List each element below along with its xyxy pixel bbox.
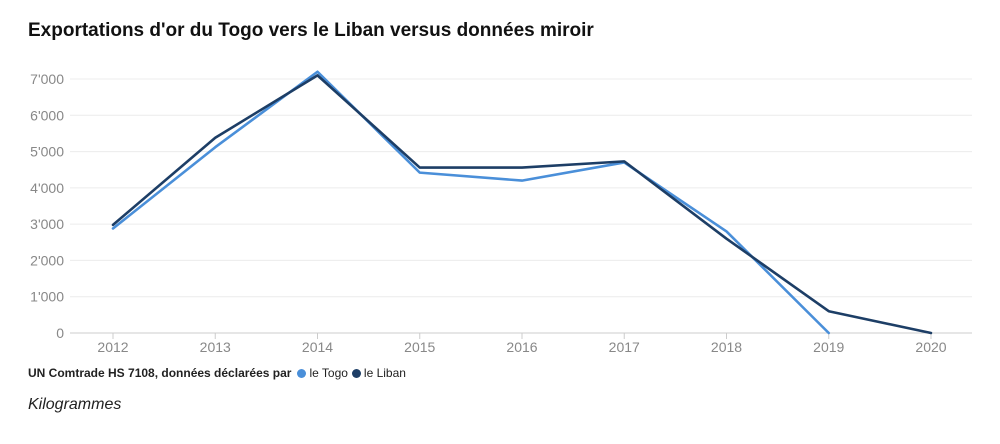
x-tick-label: 2018 [711,339,742,355]
legend-label-togo: le Togo [309,366,348,380]
legend-item-liban[interactable]: le Liban [351,366,406,380]
unit-note: Kilogrammes [28,396,122,413]
y-tick-label: 7'000 [30,71,64,87]
x-tick-label: 2016 [506,339,537,355]
legend-source-label: UN Comtrade HS 7108, données déclarées p… [28,366,292,380]
y-tick-label: 5'000 [30,144,64,160]
x-axis-ticks: 2012 2013 2014 2015 2016 2017 2018 2019 2020 [97,333,947,355]
y-axis-ticks: 0 1'000 2'000 3'000 4'000 5'000 6'000 7'000 [30,71,64,341]
y-tick-label: 1'000 [30,289,64,305]
y-tick-label: 4'000 [30,180,64,196]
x-tick-label: 2019 [813,339,844,355]
legend-label-liban: le Liban [363,366,406,380]
legend: UN Comtrade HS 7108, données déclarées p… [28,366,410,380]
y-tick-label: 6'000 [30,107,64,123]
series-line-togo[interactable] [111,70,831,335]
chart-title: Exportations d'or du Togo vers le Liban … [28,20,594,41]
x-tick-label: 2015 [404,339,435,355]
series-lines [111,70,933,335]
series-line-liban[interactable] [111,74,933,335]
legend-item-togo[interactable]: le Togo [297,366,348,380]
gridlines [70,78,972,334]
x-tick-label: 2013 [200,339,231,355]
x-tick-label: 2017 [609,339,640,355]
y-tick-label: 0 [56,325,64,341]
x-tick-label: 2012 [97,339,128,355]
x-tick-label: 2014 [302,339,333,355]
legend-dot-liban [351,368,361,378]
x-tick-label: 2020 [915,339,946,355]
y-tick-label: 3'000 [30,216,64,232]
legend-dot-togo [297,368,307,378]
y-tick-label: 2'000 [30,252,64,268]
